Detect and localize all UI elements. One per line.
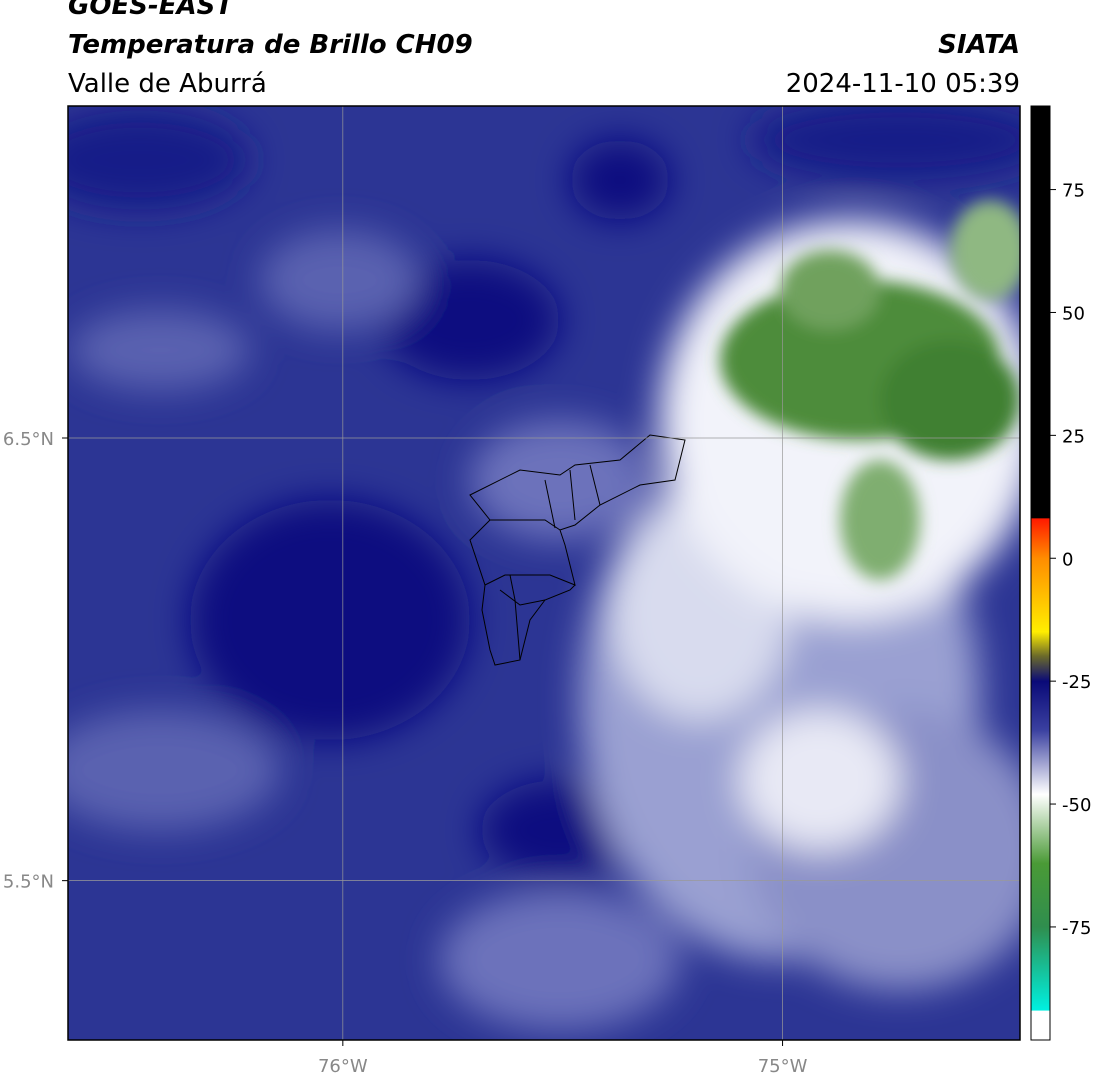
x-tick-label: 75°W [758,1056,808,1077]
title: GOES-EAST [68,0,235,21]
colorbar-tick-label: -75 [1062,918,1091,939]
y-tick-label: 5.5°N [3,872,54,893]
subtitle: Temperatura de Brillo CH09 [68,30,473,60]
map-frame [67,105,1021,1041]
satellite-image [68,106,1020,1040]
colorbar [1030,105,1051,1041]
colorbar-tick-label: -25 [1062,672,1091,693]
colorbar-tick-label: -50 [1062,795,1091,816]
municipal-boundaries [469,434,686,666]
source: SIATA [938,30,1020,60]
colorbar-tick-label: 75 [1062,181,1085,202]
graticule [68,106,1020,1040]
colorbar-tick-label: 25 [1062,426,1085,447]
x-tick-label: 76°W [318,1056,368,1077]
region: Valle de Aburrá [68,69,267,99]
colorbar-tick-label: 0 [1062,549,1073,570]
y-tick-label: 6.5°N [3,429,54,450]
colorbar-tick-label: 50 [1062,303,1085,324]
timestamp: 2024-11-10 05:39 [786,69,1020,99]
